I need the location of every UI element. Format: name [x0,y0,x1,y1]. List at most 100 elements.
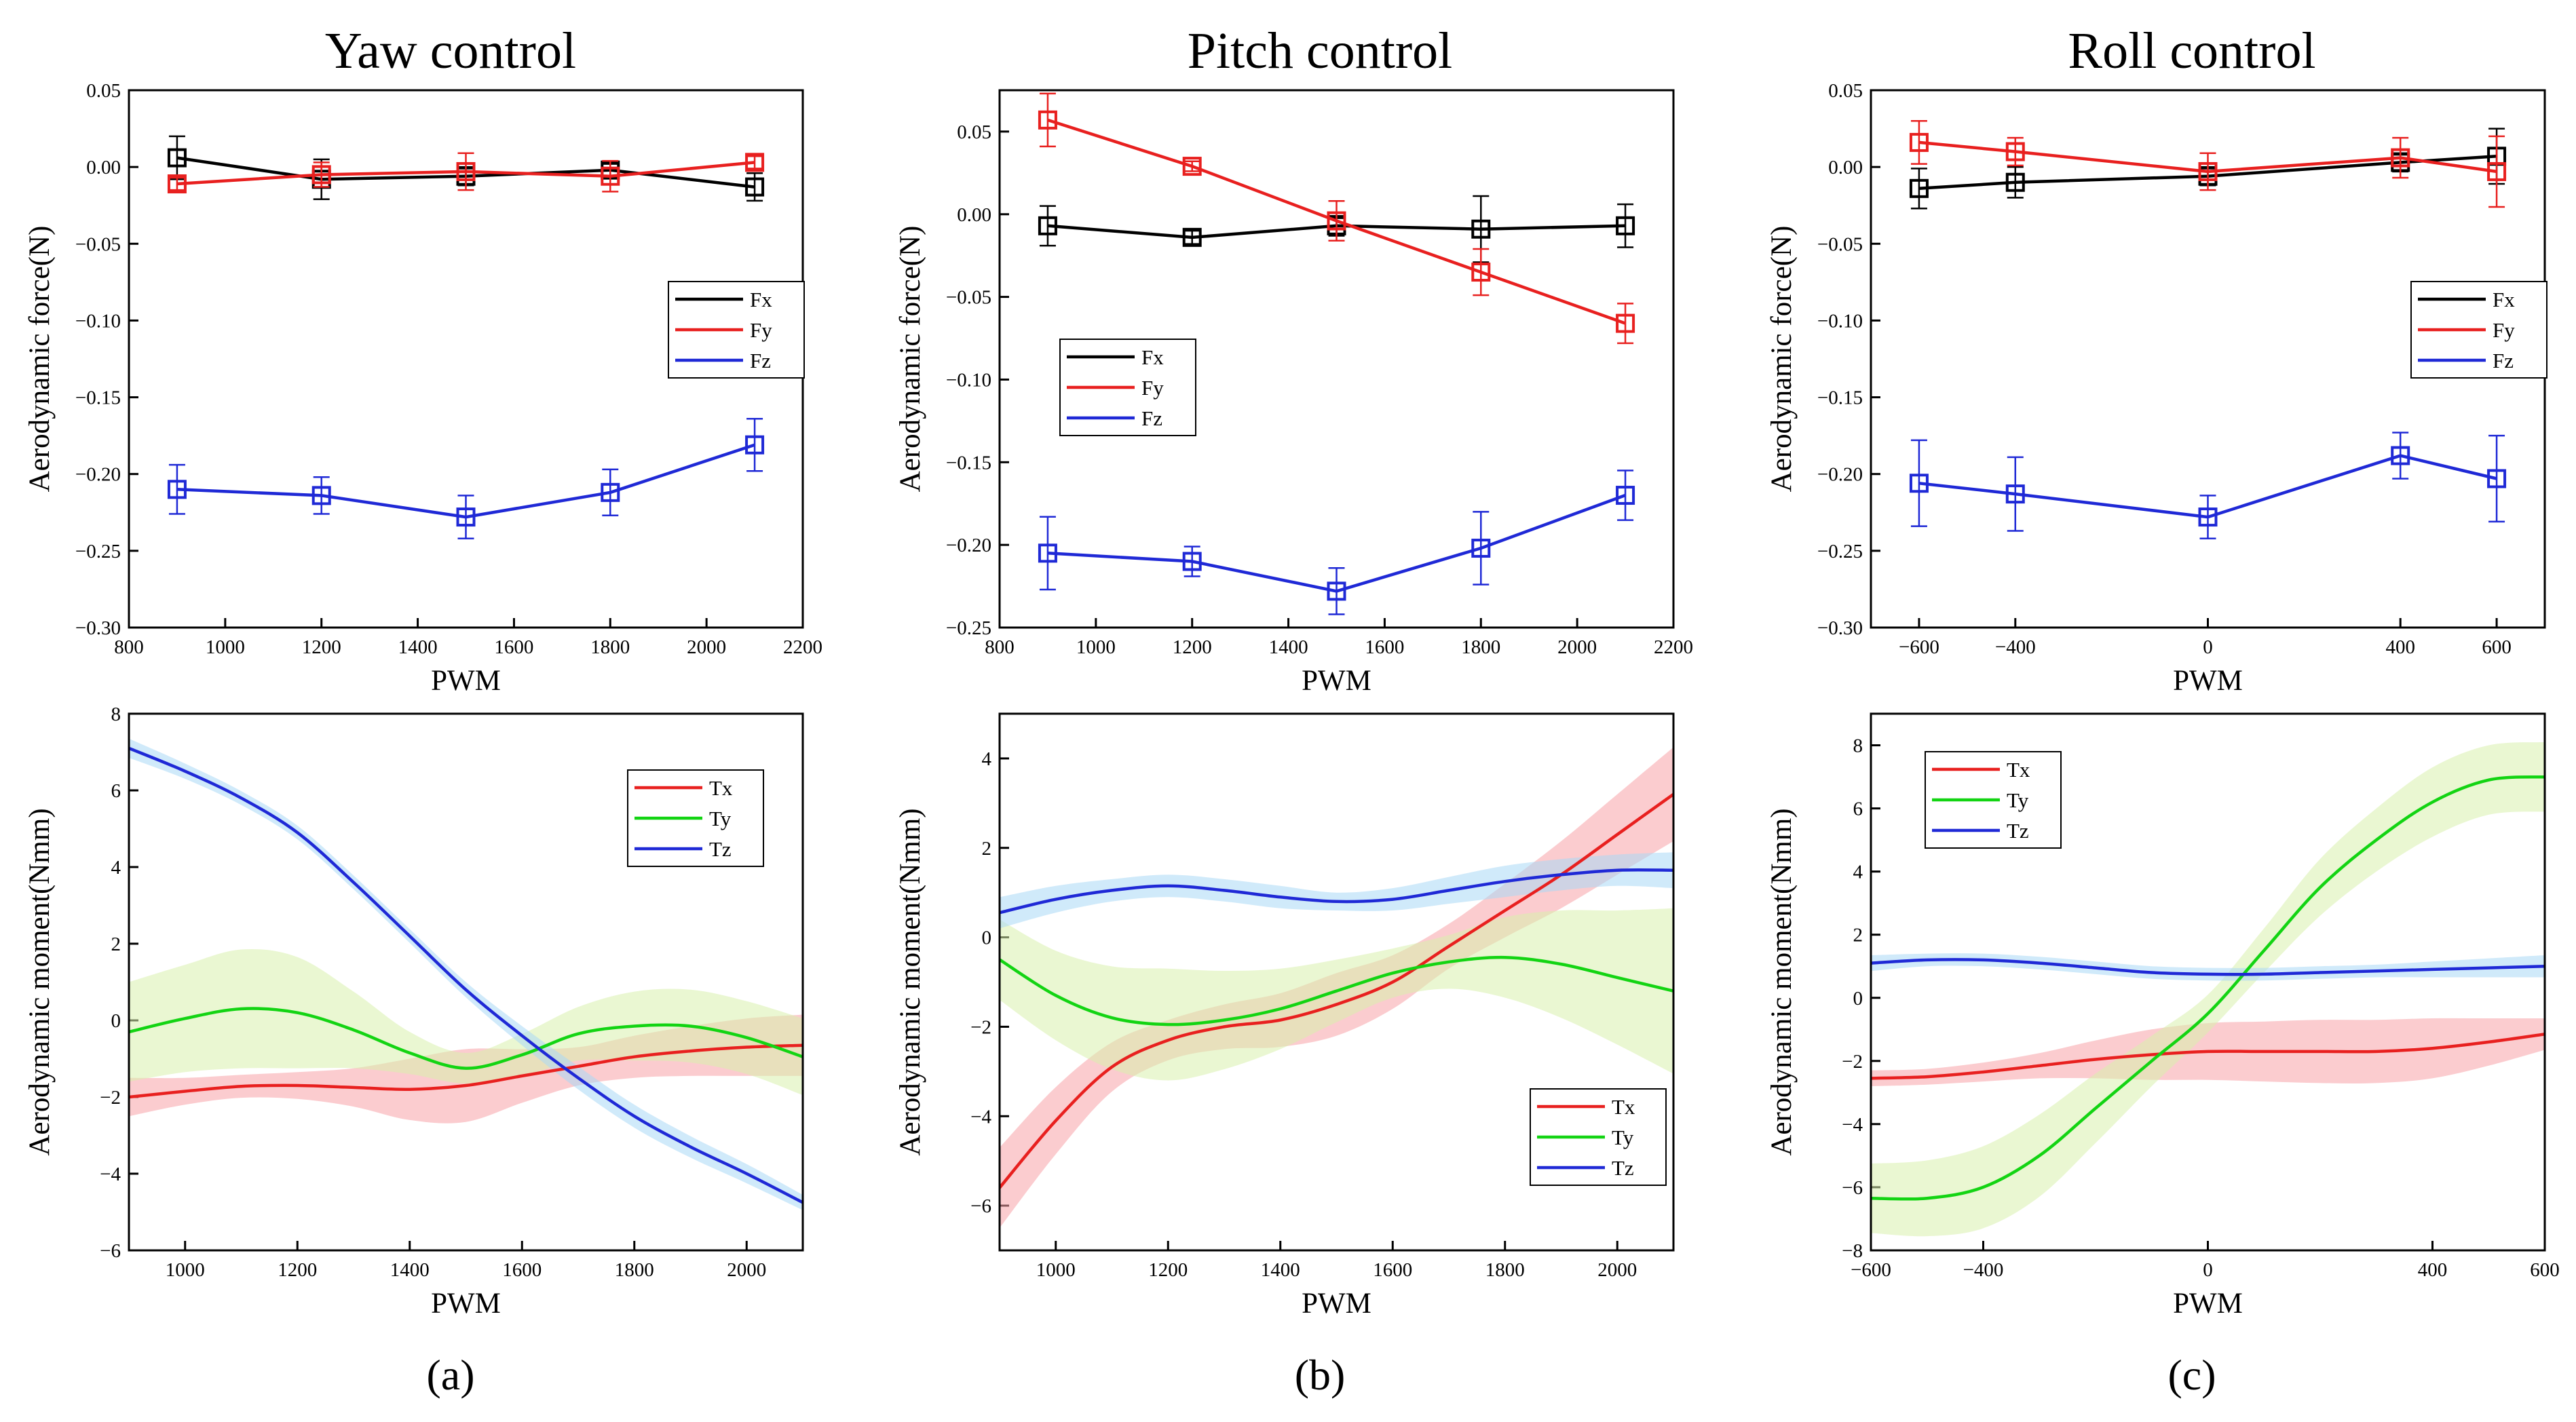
x-tick-label: 2000 [1597,1259,1637,1281]
y-axis-label: Aerodynamic moment(Nmm) [894,808,926,1155]
x-tick-label: 1800 [1461,636,1500,658]
data-point-fy [745,153,765,172]
x-tick-label: −400 [1963,1259,2004,1281]
y-tick-label: 4 [111,857,121,879]
x-tick-label: 1000 [206,636,245,658]
data-point-fz [456,507,476,527]
y-tick-label: 8 [111,704,121,725]
plot-frame [128,712,804,1252]
x-axis-label: PWM [431,665,501,697]
legend-label-fx: Fx [750,288,772,311]
x-tick-label: 1400 [1261,1259,1300,1281]
y-tick-label: 4 [982,748,992,770]
y-tick-label: −0.05 [946,287,991,309]
plot-area [1871,742,2545,1237]
legend-label-tz: Tz [1612,1156,1634,1180]
series-line-tz [1871,958,2545,976]
x-tick-label: 0 [2203,1259,2213,1281]
y-tick-label: 2 [111,934,121,955]
legend-label-fy: Fy [1141,376,1164,400]
data-point-fy [2391,148,2410,168]
y-tick-label: −0.25 [75,541,121,562]
y-axis-label: Aerodynamic force(N) [24,226,56,493]
plot-frame [998,89,1675,629]
data-point-fx [1182,227,1202,247]
series-line-tx [129,1043,803,1099]
x-tick-label: −600 [1899,636,1939,658]
plot-area [1000,747,1673,1228]
data-point-fz [1182,552,1202,571]
column-title-pitch: Pitch control [1188,22,1453,79]
data-point-fz [2198,507,2218,527]
legend-label-tz: Tz [709,837,732,861]
y-tick-label: 6 [1853,799,1863,820]
x-tick-label: 600 [2530,1259,2560,1281]
x-axis-label: PWM [2173,665,2243,697]
data-point-fz [167,480,187,499]
x-tick-label: −400 [1995,636,2036,658]
chart-pitch-moment: 1000 1200 1400 1600 1800 2000 4 2 0 −2 −4 −6 PWM Aero… [894,712,1675,1320]
x-tick-label: 400 [2418,1259,2448,1281]
x-tick-label: 2000 [1557,636,1597,658]
y-axis-label: Aerodynamic force(N) [1766,226,1798,493]
chart-yaw-force: 800 1000 1200 1400 1600 1800 2000 2200 0.05 0.00 −… [24,80,822,697]
y-tick-label: −0.15 [946,452,991,474]
y-tick-label: −0.15 [1817,387,1863,409]
plot-frame [1870,712,2546,1252]
data-point-fz [601,482,620,502]
data-point-fx [1471,219,1491,239]
y-tick-label: −0.10 [75,310,121,332]
x-tick-label: 1400 [1269,636,1308,658]
series-line-tz [129,746,803,1204]
data-point-fy [1471,263,1491,282]
y-tick-label: −0.15 [75,387,121,409]
y-tick-label: −0.25 [946,617,991,639]
y-tick-label: 4 [1853,862,1863,883]
y-tick-label: −0.05 [75,233,121,255]
y-tick-label: 0.05 [1828,80,1863,102]
panel-label-c: (c) [2167,1351,2216,1399]
y-tick-label: −0.20 [946,535,991,556]
data-point-fz [1616,486,1635,505]
y-tick-label: −0.20 [75,464,121,486]
data-point-fy [456,161,476,181]
plot-area [1038,92,1635,615]
legend-label-fz: Fz [2493,349,2514,372]
band-ty [1000,908,1673,1081]
data-point-fy [2487,161,2507,181]
legend-label-tx: Tx [2007,758,2030,782]
y-tick-label: −4 [1842,1114,1863,1136]
data-point-fz [2391,446,2410,465]
plot-area [1909,120,2507,540]
data-point-fz [745,435,765,455]
x-tick-label: 400 [2385,636,2415,658]
series-line-ty [1871,775,2545,1201]
y-tick-label: −0.10 [1817,310,1863,332]
y-tick-label: −0.30 [1817,617,1863,639]
y-tick-label: −0.30 [75,617,121,639]
x-tick-label: 800 [114,636,144,658]
y-tick-label: 2 [1853,925,1863,946]
y-tick-label: −2 [1842,1051,1863,1073]
band-tz [1871,953,2545,981]
series-line-tz [1000,868,1673,915]
data-point-fy [1909,132,1929,152]
data-point-fx [167,148,187,168]
column-title-yaw: Yaw control [325,22,576,79]
y-tick-label: 6 [111,780,121,802]
y-tick-label: −6 [100,1240,121,1262]
y-tick-label: −8 [1842,1240,1863,1262]
x-tick-label: 0 [2203,636,2213,658]
x-tick-label: 1000 [1076,636,1116,658]
y-tick-label: −4 [100,1164,121,1185]
data-point-fy [167,174,187,194]
y-tick-label: −2 [100,1087,121,1109]
x-tick-label: 1800 [1485,1259,1525,1281]
chart-pitch-force: 800 1000 1200 1400 1600 1800 2000 2200 0.05 0.00 −… [894,89,1693,697]
data-point-fz [1038,543,1057,563]
data-point-fy [1182,157,1202,176]
legend-label-ty: Ty [1612,1126,1634,1149]
data-point-fx [745,177,765,197]
y-tick-label: −0.20 [1817,464,1863,486]
